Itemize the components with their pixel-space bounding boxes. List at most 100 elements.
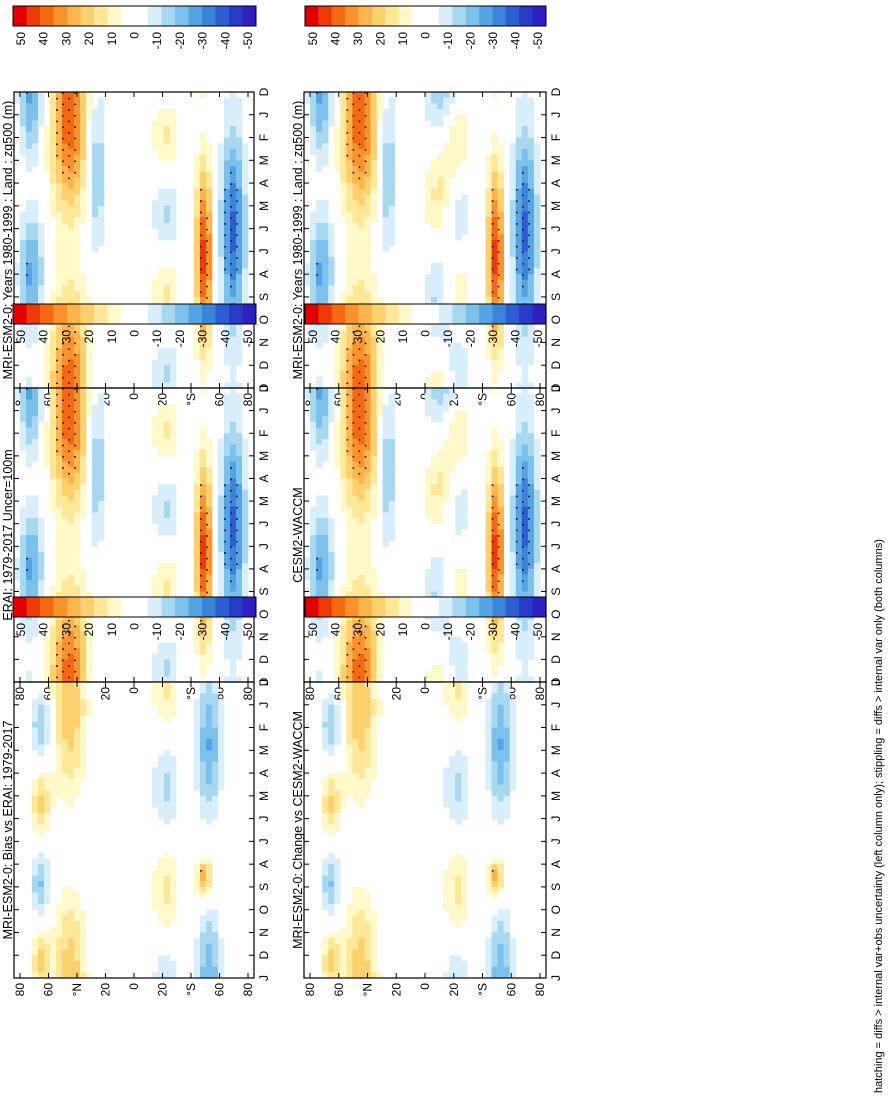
heatmap-cell — [236, 348, 243, 355]
stipple-dot — [200, 211, 202, 214]
heatmap-cell — [521, 540, 529, 547]
heatmap-cell — [32, 103, 39, 110]
heatmap-cell — [230, 279, 237, 286]
heatmap-cell — [497, 200, 504, 207]
heatmap-cell — [388, 97, 396, 104]
stipple-dot — [358, 154, 361, 157]
heatmap-cell — [236, 642, 243, 649]
heatmap-cell — [533, 211, 541, 218]
heatmap-cell — [515, 438, 523, 445]
heatmap-cell — [14, 393, 21, 400]
heatmap-cell — [74, 591, 81, 598]
heatmap-cell — [236, 636, 243, 643]
heatmap-cell — [352, 171, 359, 178]
heatmap-cell — [20, 557, 27, 564]
heatmap-cell — [206, 682, 213, 688]
heatmap-cell — [230, 114, 237, 121]
heatmap-cell — [170, 131, 177, 138]
heatmap-cell — [170, 194, 177, 201]
heatmap-cell — [455, 506, 462, 513]
heatmap-cell — [364, 585, 371, 592]
heatmap-cell — [86, 404, 93, 411]
heatmap-cell — [86, 388, 93, 394]
heatmap-cell — [158, 217, 165, 224]
heatmap-cell — [491, 648, 498, 655]
heatmap-cell — [20, 399, 27, 406]
heatmap-cell — [62, 399, 69, 406]
heatmap-cell — [376, 103, 383, 110]
heatmap-cell — [74, 523, 81, 530]
heatmap-cell — [158, 188, 165, 195]
heatmap-cell — [152, 665, 159, 671]
stipple-dot — [358, 166, 361, 168]
heatmap-cell — [242, 171, 249, 178]
heatmap-cell — [20, 574, 27, 581]
heatmap-cell — [194, 631, 201, 638]
heatmap-cell — [32, 574, 39, 581]
heatmap-cell — [38, 279, 45, 286]
stipple-dot — [497, 251, 500, 254]
stipple-dot — [364, 422, 367, 424]
heatmap-cell — [521, 444, 529, 451]
heatmap-cell — [98, 109, 105, 116]
heatmap-cell — [152, 433, 159, 440]
heatmap-cell — [346, 410, 353, 417]
heatmap-cell — [164, 109, 171, 116]
heatmap-cell — [515, 171, 523, 178]
heatmap-cell — [158, 489, 165, 496]
heatmap-cell — [50, 427, 57, 434]
heatmap-cell — [56, 234, 63, 241]
heatmap-cell — [200, 131, 207, 138]
stipple-dot — [521, 501, 524, 503]
heatmap-cell — [80, 126, 87, 133]
heatmap-cell — [62, 472, 69, 479]
stipple-dot — [62, 353, 64, 356]
colorbar-tick-label: 30 — [59, 330, 73, 344]
heatmap-cell — [509, 467, 517, 474]
heatmap-cell — [230, 676, 237, 683]
heatmap-cell — [26, 523, 33, 530]
heatmap-cell — [358, 285, 365, 292]
heatmap-cell — [509, 154, 517, 161]
heatmap-cell — [491, 591, 498, 598]
heatmap-cell — [20, 523, 27, 530]
heatmap-cell — [68, 529, 75, 536]
heatmap-cell — [322, 625, 329, 632]
heatmap-cell — [437, 563, 444, 570]
heatmap-cell — [164, 427, 171, 434]
heatmap-cell — [388, 478, 396, 485]
heatmap-cell — [485, 291, 492, 298]
heatmap-cell — [527, 228, 535, 235]
heatmap-cell — [152, 512, 159, 519]
heatmap-cell — [485, 240, 492, 246]
month-tick-label: F — [549, 134, 563, 141]
heatmap-cell — [352, 478, 359, 485]
heatmap-cell — [206, 704, 213, 711]
heatmap-cell — [236, 619, 243, 626]
heatmap-cell — [44, 126, 51, 133]
stipple-dot — [521, 240, 524, 242]
heatmap-cell — [509, 211, 517, 218]
heatmap-cell — [340, 393, 347, 400]
heatmap-cell — [62, 137, 69, 144]
heatmap-cell — [437, 501, 444, 508]
colorbar-swatch — [345, 6, 359, 26]
heatmap-cell — [358, 631, 365, 638]
heatmap-cell — [304, 557, 311, 564]
heatmap-cell — [352, 342, 359, 349]
heatmap-cell — [358, 126, 365, 133]
lat-tick-label: 80 — [241, 393, 255, 407]
heatmap-cell — [50, 399, 57, 406]
heatmap-cell — [80, 472, 87, 479]
stipple-dot — [56, 143, 58, 146]
heatmap-cell — [316, 501, 323, 508]
stipple-dot — [316, 262, 318, 265]
heatmap-cell — [352, 574, 359, 581]
heatmap-cell — [382, 421, 389, 428]
stipple-dot — [68, 348, 70, 351]
heatmap-cell — [527, 336, 535, 343]
heatmap-cell — [509, 478, 517, 485]
heatmap-cell — [316, 512, 323, 519]
heatmap-cell — [328, 296, 335, 303]
heatmap-cell — [242, 177, 249, 184]
